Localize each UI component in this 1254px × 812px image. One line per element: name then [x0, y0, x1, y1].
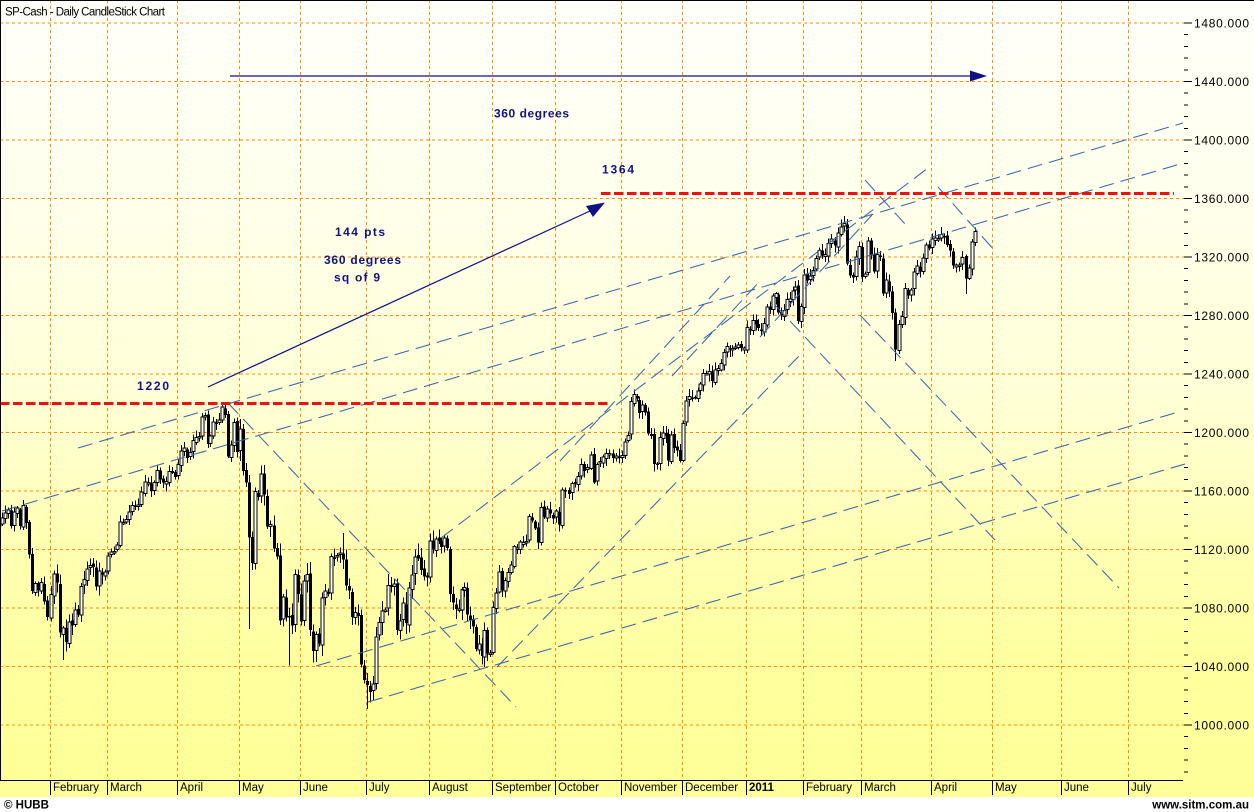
- svg-text:October: October: [558, 782, 599, 794]
- svg-text:sq of 9: sq of 9: [334, 271, 380, 285]
- svg-text:2011: 2011: [749, 782, 775, 794]
- svg-text:1160.000: 1160.000: [1194, 485, 1249, 499]
- svg-text:SP-Cash - Daily CandleStick Ch: SP-Cash - Daily CandleStick Chart: [5, 7, 166, 19]
- svg-text:1220: 1220: [137, 379, 169, 393]
- svg-text:March: March: [864, 782, 896, 794]
- svg-text:© HUBB: © HUBB: [4, 800, 49, 812]
- svg-text:1080.000: 1080.000: [1194, 602, 1249, 616]
- svg-text:July: July: [1131, 782, 1152, 794]
- svg-text:1000.000: 1000.000: [1194, 719, 1249, 733]
- svg-text:May: May: [995, 782, 1017, 794]
- svg-text:June: June: [1064, 782, 1089, 794]
- svg-text:144 pts: 144 pts: [335, 225, 385, 239]
- svg-text:February: February: [53, 782, 99, 794]
- svg-text:360 degrees: 360 degrees: [324, 253, 401, 267]
- svg-text:www.sitm.com.au: www.sitm.com.au: [1151, 800, 1249, 812]
- svg-text:April: April: [934, 782, 957, 794]
- svg-text:August: August: [432, 782, 469, 794]
- svg-text:November: November: [624, 782, 677, 794]
- svg-text:1364: 1364: [602, 163, 634, 177]
- svg-text:February: February: [806, 782, 852, 794]
- svg-text:March: March: [110, 782, 142, 794]
- svg-text:1120.000: 1120.000: [1194, 543, 1249, 557]
- svg-text:1480.000: 1480.000: [1194, 17, 1249, 31]
- svg-text:1400.000: 1400.000: [1194, 134, 1249, 148]
- svg-text:1040.000: 1040.000: [1194, 660, 1249, 674]
- svg-text:May: May: [242, 782, 264, 794]
- svg-text:1240.000: 1240.000: [1194, 368, 1249, 382]
- svg-text:April: April: [180, 782, 203, 794]
- svg-text:1320.000: 1320.000: [1194, 251, 1249, 265]
- svg-text:September: September: [495, 782, 551, 794]
- svg-text:360 degrees: 360 degrees: [494, 107, 569, 121]
- svg-text:1360.000: 1360.000: [1194, 192, 1249, 206]
- svg-text:June: June: [303, 782, 328, 794]
- svg-text:1280.000: 1280.000: [1194, 309, 1249, 323]
- svg-text:December: December: [685, 782, 738, 794]
- svg-text:1440.000: 1440.000: [1194, 75, 1249, 89]
- svg-text:1200.000: 1200.000: [1194, 426, 1249, 440]
- svg-text:July: July: [369, 782, 390, 794]
